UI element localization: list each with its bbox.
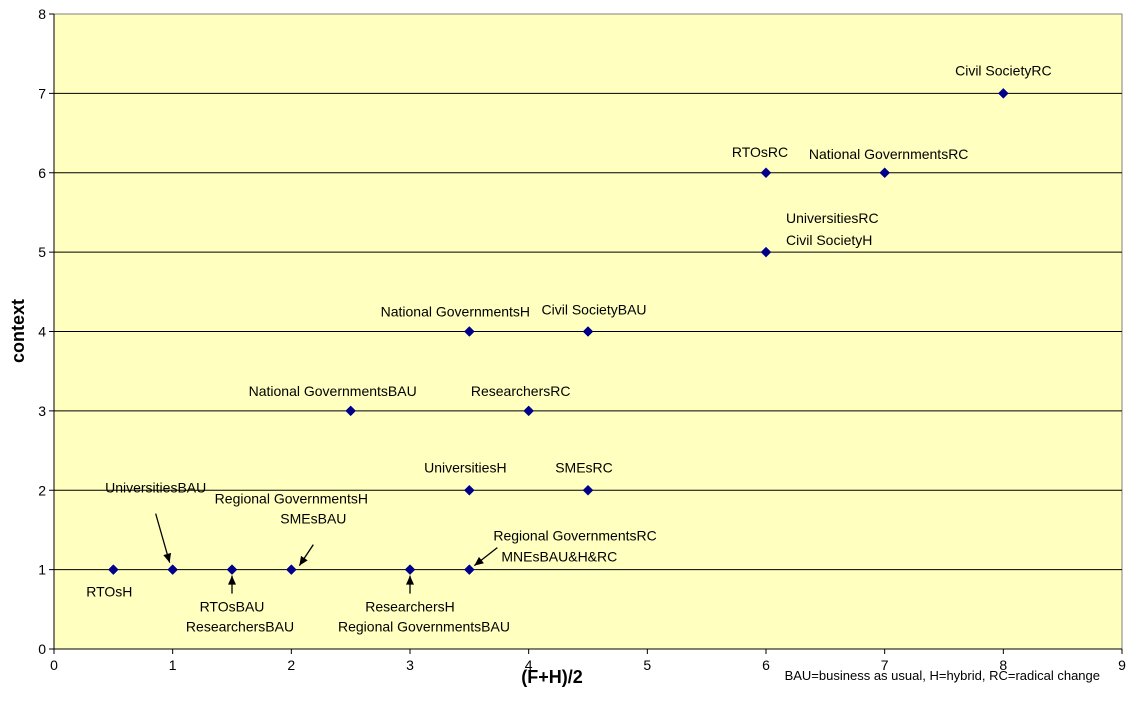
y-tick-label-7: 7 [38,85,46,101]
x-axis-title: (F+H)/2 [521,667,583,687]
data-point-4 [285,564,297,575]
point-label-9: Regional GovernmentsRC [493,528,656,544]
data-point-15 [879,167,891,179]
point-label-1: RTOsH [86,584,132,600]
point-label-6: SMEsBAU [280,511,346,527]
y-tick-label-4: 4 [38,324,46,340]
point-label-17: UniversitiesRC [786,210,879,226]
point-label-3: RTOsBAU [200,599,265,615]
point-label-11: UniversitiesH [424,459,506,475]
data-point-8 [582,484,594,496]
point-label-2: UniversitiesBAU [105,480,206,496]
x-tick-label-6: 6 [762,657,770,673]
data-point-11 [463,326,475,337]
data-point-2 [167,564,179,575]
data-point-14 [760,167,772,179]
x-tick-label-5: 5 [643,657,651,673]
x-tick-label-4: 4 [525,657,533,673]
point-label-5: Regional GovernmentsH [215,491,368,507]
axes: 0 1 2 3 4 5 6 7 8 9 0 1 2 3 4 5 6 7 8 [38,6,1126,673]
data-point-7 [463,484,475,496]
arrow-universities-bau-head [163,552,172,563]
point-label-12: SMEsRC [555,459,613,475]
data-point-9 [345,405,357,417]
point-label-10: MNEsBAU&H&RC [501,549,617,565]
footnote: BAU=business as usual, H=hybrid, RC=radi… [785,668,1100,683]
y-tick-label-3: 3 [38,403,46,419]
point-label-8: Regional GovernmentsBAU [338,619,510,635]
point-label-15: National GovernmentsH [381,304,530,320]
y-axis-title: context [8,299,28,363]
point-label-21: Civil SocietyRC [955,62,1051,78]
x-tick-label-1: 1 [169,657,177,673]
arrow-smes-bau-head [299,555,308,566]
y-tick-label-5: 5 [38,244,46,260]
point-label-18: Civil SocietyH [786,232,872,248]
point-label-14: ResearchersRC [471,383,571,399]
data-point-12 [582,326,594,337]
y-tick-label-6: 6 [38,165,46,181]
y-tick-label-2: 2 [38,482,46,498]
arrow-rtos-bau-head [228,575,236,585]
data-point-10 [523,405,535,417]
x-tick-label-8: 8 [999,657,1007,673]
y-tick-label-8: 8 [38,6,46,22]
arrow-researchers-h-head [406,575,414,585]
data-point-5 [404,564,416,575]
x-tick-label-3: 3 [406,657,414,673]
point-label-4: ResearchersBAU [186,619,294,635]
point-labels: RTOsH UniversitiesBAU RTOsBAU ResearchersBA… [86,62,1051,634]
arrow-regional-govs-rc-head [474,556,484,566]
data-point-16 [997,88,1009,99]
point-label-20: National GovernmentsRC [809,146,969,162]
data-point-1 [107,564,119,575]
y-tick-label-0: 0 [38,641,46,657]
point-label-19: RTOsRC [732,144,788,160]
annotation-arrows [155,513,498,594]
x-tick-label-0: 0 [50,657,58,673]
data-point-3 [226,564,238,575]
x-tick-label-9: 9 [1118,657,1126,673]
data-points [107,88,1009,575]
x-tick-label-7: 7 [881,657,889,673]
y-tick-label-1: 1 [38,562,46,578]
point-label-13: National GovernmentsBAU [249,383,417,399]
point-label-16: Civil SocietyBAU [541,302,646,318]
x-tick-label-2: 2 [287,657,295,673]
data-point-13 [760,246,772,258]
data-point-6 [463,564,475,575]
point-label-7: ResearchersH [365,599,454,615]
